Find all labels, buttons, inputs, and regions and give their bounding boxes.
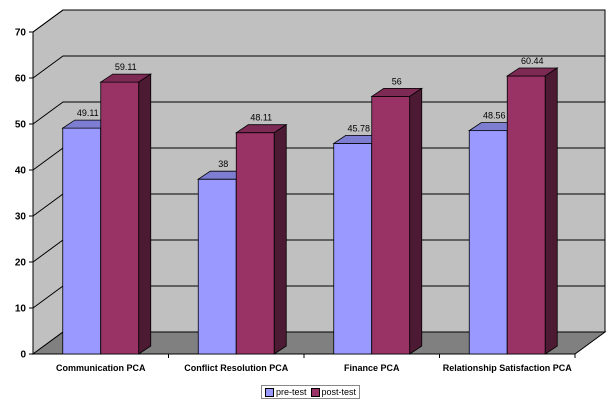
bar-side-post-test-relationship-satisfaction-pca bbox=[544, 67, 558, 355]
category-label-conflict-resolution-pca: Conflict Resolution PCA bbox=[184, 363, 288, 373]
gridline-70 bbox=[32, 9, 605, 33]
bar-side-post-test-finance-pca bbox=[409, 87, 423, 355]
data-label-post-test-relationship-satisfaction-pca: 60.44 bbox=[521, 56, 544, 66]
bars bbox=[61, 67, 559, 355]
bar-side-post-test-communication-pca bbox=[138, 73, 152, 355]
data-label-post-test-communication-pca: 59.11 bbox=[115, 62, 137, 72]
legend-swatch-pre-test bbox=[265, 387, 274, 397]
y-tick-label-40: 40 bbox=[15, 166, 27, 177]
legend-label-pre-test: pre-test bbox=[276, 387, 307, 397]
bar-front-post-test-communication-pca bbox=[100, 81, 140, 355]
gridline-50 bbox=[32, 101, 605, 125]
bar-front-pre-test-finance-pca bbox=[333, 143, 373, 355]
bar-front-post-test-relationship-satisfaction-pca bbox=[506, 75, 546, 355]
y-tick-label-20: 20 bbox=[15, 258, 27, 269]
category-label-communication-pca: Communication PCA bbox=[56, 363, 146, 373]
category-label-relationship-satisfaction-pca: Relationship Satisfaction PCA bbox=[443, 363, 573, 373]
y-tick-label-50: 50 bbox=[15, 120, 27, 131]
legend-item-pre-test: pre-test bbox=[265, 387, 307, 397]
bar-front-post-test-finance-pca bbox=[371, 96, 411, 355]
data-label-post-test-conflict-resolution-pca: 48.11 bbox=[250, 113, 272, 123]
legend-label-post-test: post-test bbox=[321, 387, 357, 397]
y-tick-label-10: 10 bbox=[15, 304, 27, 315]
gridline-60 bbox=[32, 55, 605, 79]
y-tick-label-0: 0 bbox=[20, 350, 26, 361]
y-tick-label-70: 70 bbox=[15, 28, 27, 39]
y-tick-labels: 0 10 20 30 40 50 60 70 bbox=[15, 28, 27, 361]
bar-post-test-finance-pca bbox=[370, 87, 424, 355]
bar-front-post-test-conflict-resolution-pca bbox=[235, 132, 275, 355]
y-tick-label-60: 60 bbox=[15, 74, 27, 85]
bar-side-post-test-conflict-resolution-pca bbox=[273, 123, 287, 355]
bar-front-pre-test-communication-pca bbox=[62, 127, 102, 355]
bar-post-test-communication-pca bbox=[99, 73, 153, 355]
bar-post-test-relationship-satisfaction-pca bbox=[505, 67, 559, 355]
category-label-finance-pca: Finance PCA bbox=[344, 363, 400, 373]
data-labels: 49.11 59.11 38 48.11 45.78 56 48.56 60.44 bbox=[77, 56, 544, 169]
data-label-pre-test-finance-pca: 45.78 bbox=[347, 123, 370, 133]
bar-post-test-conflict-resolution-pca bbox=[234, 123, 288, 355]
data-label-post-test-finance-pca: 56 bbox=[392, 76, 402, 86]
legend-item-post-test: post-test bbox=[310, 387, 357, 397]
legend: pre-test post-test bbox=[261, 385, 361, 399]
legend-swatch-post-test bbox=[310, 387, 320, 397]
category-labels: Communication PCA Conflict Resolution PCA… bbox=[56, 363, 572, 373]
y-tick-label-30: 30 bbox=[15, 212, 27, 223]
data-label-pre-test-conflict-resolution-pca: 38 bbox=[218, 159, 228, 169]
bar-front-pre-test-conflict-resolution-pca bbox=[197, 178, 237, 355]
data-label-pre-test-communication-pca: 49.11 bbox=[77, 108, 99, 118]
data-label-pre-test-relationship-satisfaction-pca: 48.56 bbox=[483, 111, 506, 121]
bar-front-pre-test-relationship-satisfaction-pca bbox=[468, 130, 508, 355]
